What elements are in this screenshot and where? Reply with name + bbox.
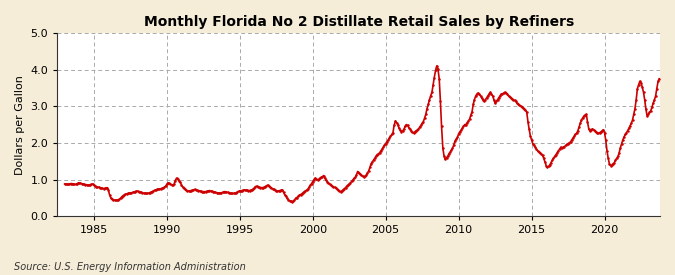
Title: Monthly Florida No 2 Distillate Retail Sales by Refiners: Monthly Florida No 2 Distillate Retail S…: [144, 15, 574, 29]
Y-axis label: Dollars per Gallon: Dollars per Gallon: [15, 75, 25, 175]
Text: Source: U.S. Energy Information Administration: Source: U.S. Energy Information Administ…: [14, 262, 245, 272]
